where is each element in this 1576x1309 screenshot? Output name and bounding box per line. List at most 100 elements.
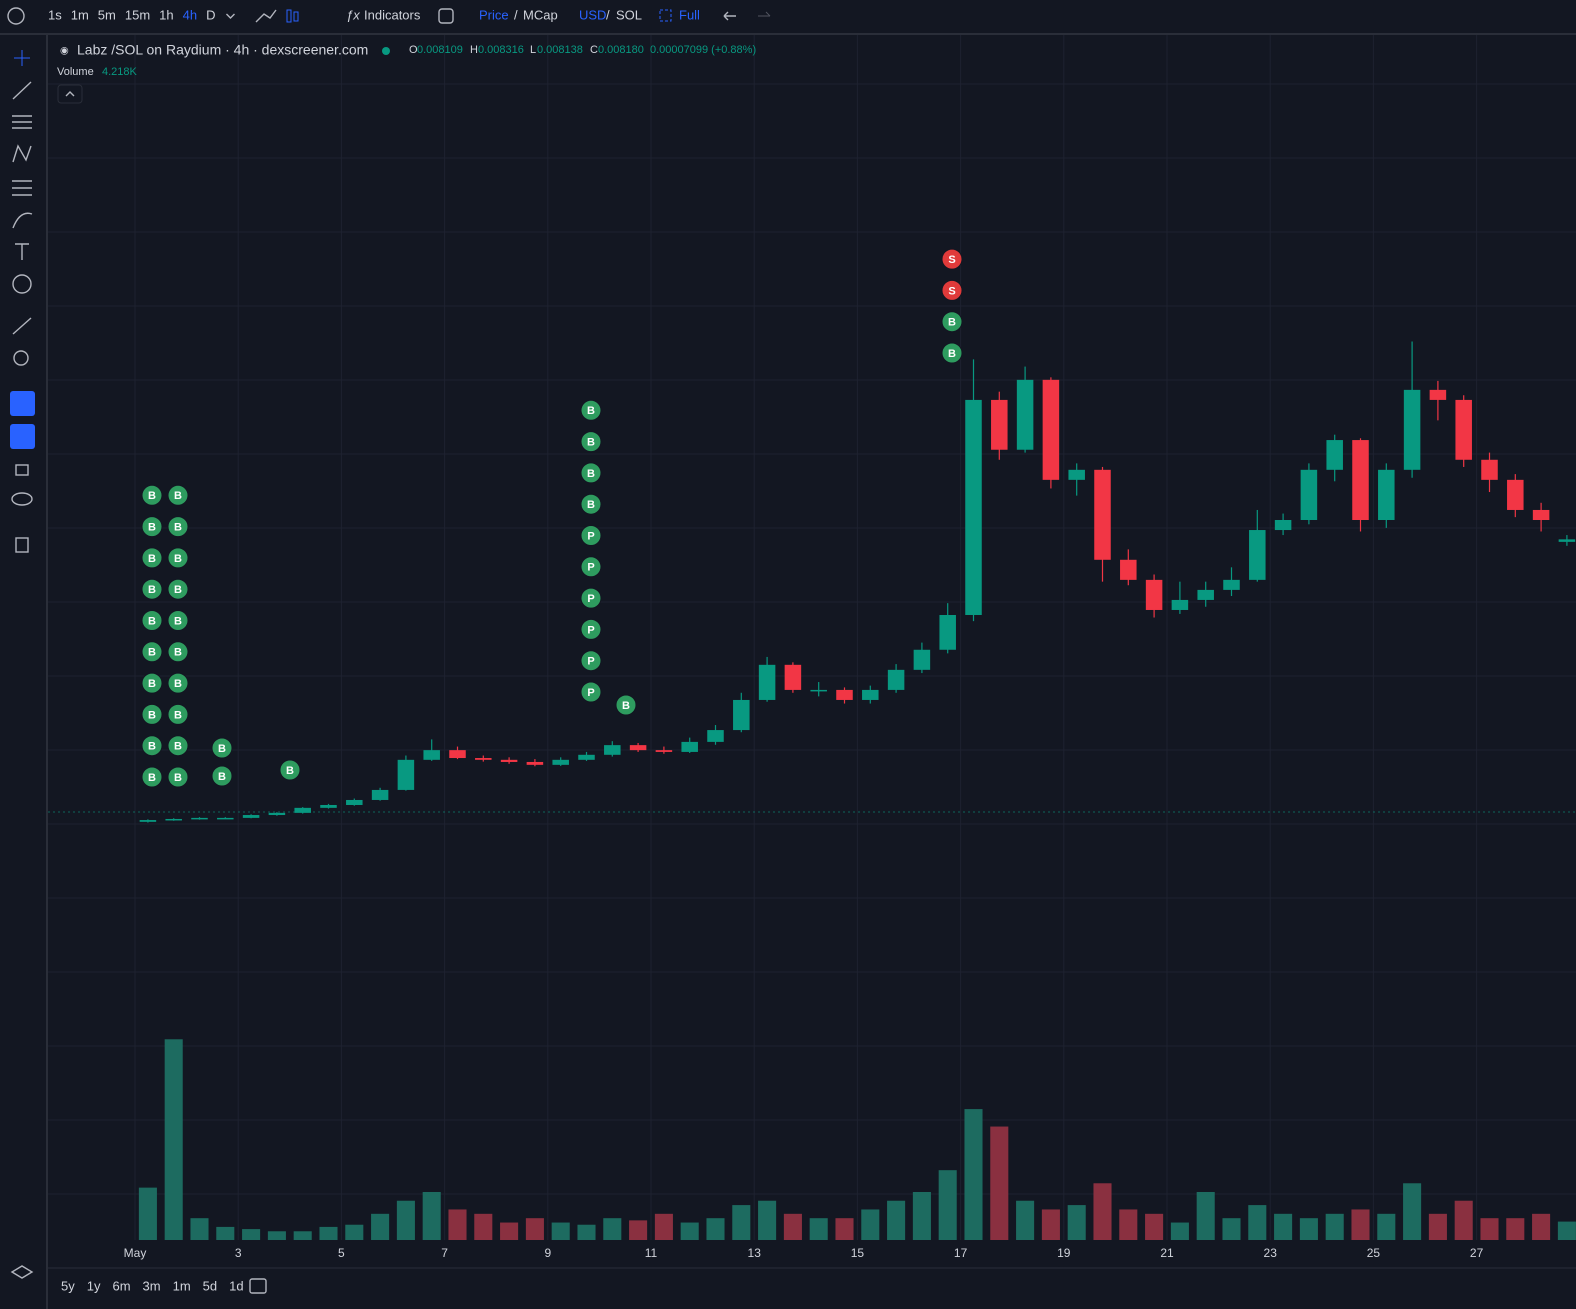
trade-marker[interactable] [141,484,163,506]
trade-marker-label: B [148,741,156,753]
timeframe-button[interactable]: 1m [71,7,89,22]
range-button[interactable]: 6m [112,1278,130,1293]
trade-marker[interactable] [580,493,602,515]
undo[interactable] [723,11,736,21]
mcap-toggle[interactable]: MCap [523,7,558,22]
zoom-tool[interactable] [13,350,29,366]
volume-bar [964,1109,983,1240]
lock-tool[interactable] [15,464,29,476]
delete-tool[interactable] [15,537,29,553]
timeframe-button[interactable]: 1h [159,7,173,22]
timeframe-button[interactable]: 1s [48,7,62,22]
templates-icon[interactable] [438,8,454,24]
fx-icon[interactable]: ƒx [346,7,360,22]
trade-marker[interactable] [941,248,963,270]
trade-marker[interactable] [167,516,189,538]
lock-draw-tool[interactable] [10,424,35,449]
fib-tool[interactable] [12,115,32,129]
volume-bar [216,1226,235,1240]
trade-marker[interactable] [167,641,189,663]
redo[interactable] [758,11,771,17]
range-button[interactable]: 1y [87,1278,101,1293]
trade-marker[interactable] [580,587,602,609]
trade-marker[interactable] [941,342,963,364]
trade-marker[interactable] [141,703,163,725]
range-button[interactable]: 5d [203,1278,217,1293]
trade-marker[interactable] [580,462,602,484]
trade-marker[interactable] [167,484,189,506]
text-tool[interactable] [15,243,29,260]
trade-marker-label: B [148,647,156,659]
timeframe-button[interactable]: 15m [125,7,150,22]
trade-marker[interactable] [167,672,189,694]
trade-marker[interactable] [615,694,637,716]
trade-marker[interactable] [580,525,602,546]
volume-bar [887,1200,906,1240]
trade-marker[interactable] [211,737,233,759]
add-button[interactable] [7,7,25,25]
range-button[interactable]: 5y [61,1278,75,1293]
trade-marker[interactable] [141,578,163,600]
trade-marker[interactable] [141,516,163,538]
price-toggle[interactable]: Price [479,7,509,22]
emoji-tool[interactable] [12,274,32,294]
trade-marker[interactable] [167,703,189,725]
l-value: 0.008138 [537,44,583,56]
trade-marker[interactable] [167,547,189,569]
collapse-button[interactable] [57,84,83,104]
timeframe-menu[interactable] [225,13,235,19]
line-tool[interactable] [12,81,32,100]
hide-tool[interactable] [11,492,33,506]
pattern-tool[interactable] [12,144,32,163]
crosshair-tool[interactable] [14,50,30,66]
timeframe-button[interactable]: D [206,7,215,22]
candle-icon[interactable] [286,9,292,23]
trade-marker[interactable] [167,610,189,631]
trade-marker-label: B [148,522,156,534]
trade-marker[interactable] [580,650,602,672]
indicators-button[interactable]: Indicators [364,7,421,22]
trade-marker[interactable] [141,672,163,694]
trade-marker[interactable] [941,279,963,301]
trade-marker[interactable] [141,735,163,757]
magnet-tool[interactable] [10,391,35,416]
trade-marker[interactable] [167,766,189,788]
volume-bar [577,1224,596,1240]
range-button[interactable]: 1m [173,1278,191,1293]
usd-toggle[interactable]: USD [579,7,606,22]
trade-marker[interactable] [580,618,602,640]
trade-marker[interactable] [141,641,163,663]
line-chart-icon[interactable] [255,9,277,23]
brush-tool[interactable] [12,212,33,229]
candle-body [1532,509,1550,520]
pair-title: Labz /SOL on Raydium · 4h · dexscreener.… [77,42,368,58]
trade-marker[interactable] [141,610,163,631]
trade-marker[interactable] [580,556,602,578]
timeframe-button[interactable]: 5m [98,7,116,22]
candle-body [733,699,750,731]
prediction-tool[interactable] [12,180,32,196]
range-button[interactable]: 1d [229,1278,243,1293]
sol-toggle[interactable]: SOL [616,7,642,22]
trade-marker[interactable] [941,311,963,333]
candle-body [810,689,827,692]
trade-marker[interactable] [141,547,163,569]
trade-marker[interactable] [580,431,602,453]
ruler-tool[interactable] [12,317,32,335]
trade-marker[interactable] [141,766,163,788]
range-button[interactable]: 3m [143,1278,161,1293]
trade-marker[interactable] [580,681,602,703]
trade-marker[interactable] [279,759,301,781]
candle-icon[interactable] [293,11,299,22]
trade-marker[interactable] [580,399,602,421]
date-range-icon[interactable] [249,1278,267,1294]
trade-marker-label: B [948,348,956,360]
x-tick-label: 5 [338,1246,345,1260]
full-icon[interactable] [659,9,672,22]
timeframe-button[interactable]: 4h [183,7,197,22]
trade-marker[interactable] [167,735,189,757]
layers-icon[interactable] [10,1265,34,1279]
trade-marker[interactable] [167,578,189,600]
full-button[interactable]: Full [679,7,700,22]
trade-marker[interactable] [211,765,233,787]
